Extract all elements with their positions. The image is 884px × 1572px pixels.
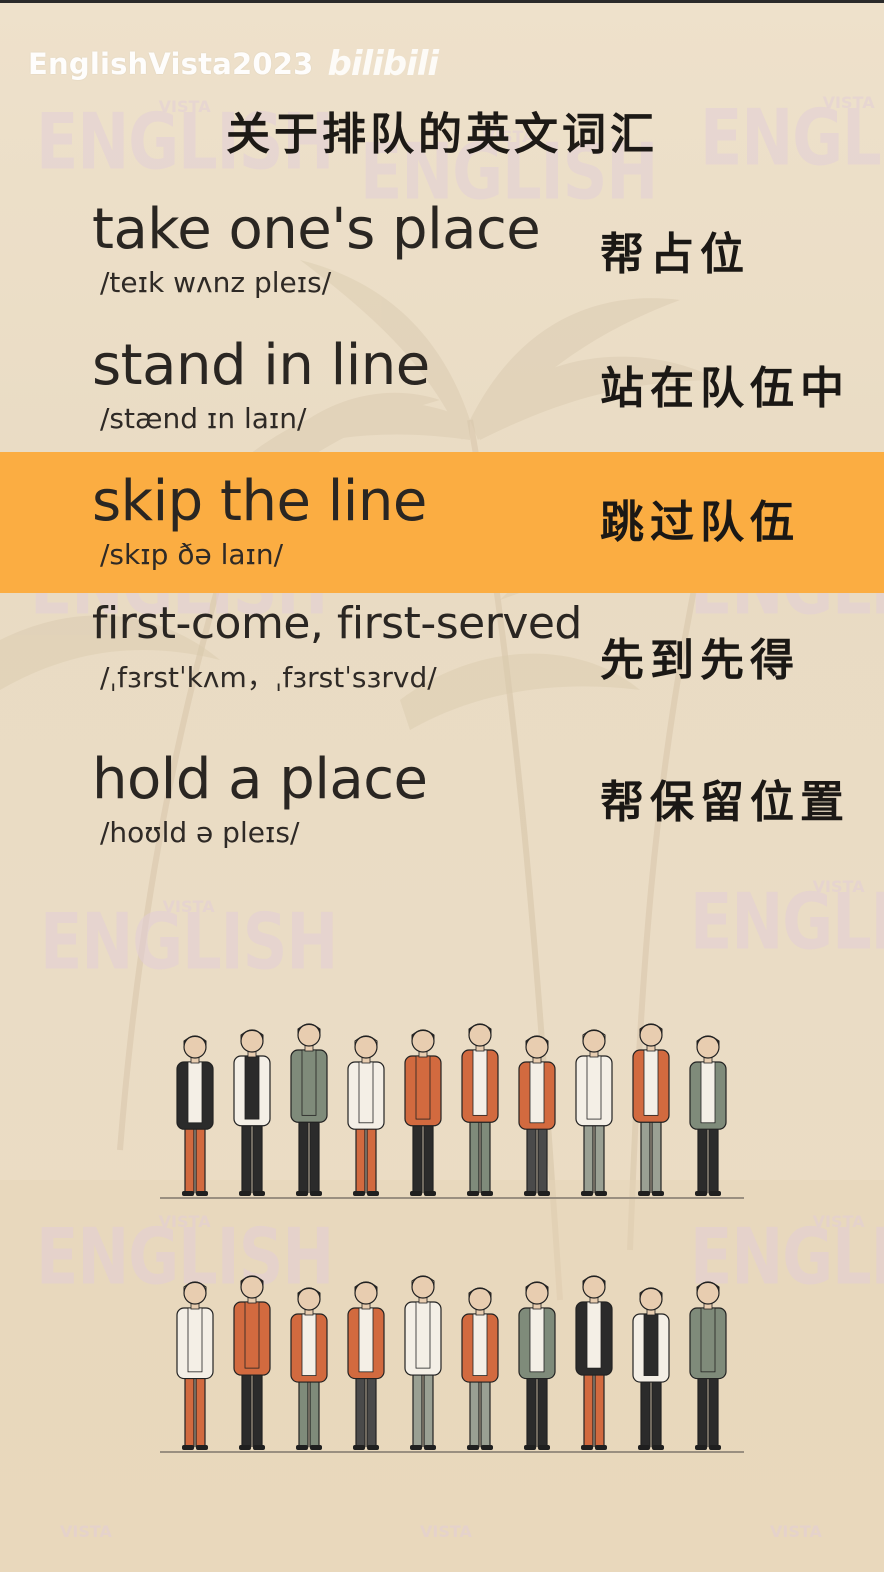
vocab-ipa: /teɪk wʌnz pleɪs/ (100, 266, 332, 299)
person-figure (461, 1023, 499, 1196)
person-figure (575, 1275, 613, 1450)
vocab-chinese: 先到先得 (600, 635, 800, 686)
vocab-term: first-come, first-served (92, 598, 582, 649)
person-figure (461, 1287, 499, 1450)
vocab-ipa: /stænd ɪn laɪn/ (100, 402, 307, 435)
person-figure (347, 1281, 385, 1450)
queue-row-top (176, 1023, 727, 1196)
vocab-ipa: /ˌfɜrstˈkʌm，ˌfɜrstˈsɜrvd/ (100, 661, 437, 694)
top-edge (0, 0, 884, 3)
person-figure (347, 1035, 385, 1196)
person-figure (632, 1023, 670, 1196)
vocab-term: stand in line (92, 333, 430, 398)
vocab-chinese: 帮占位 (600, 229, 750, 280)
bilibili-logo: bilibili (327, 44, 439, 84)
vocab-chinese: 帮保留位置 (600, 777, 850, 828)
person-figure (689, 1035, 727, 1196)
people-queue-illustration (160, 1023, 744, 1453)
vocab-entry-highlighted: skip the line /skɪp ðə laɪn/ 跳过队伍 (92, 469, 884, 572)
person-figure (176, 1035, 214, 1196)
vocab-term: hold a place (92, 747, 428, 812)
vocab-entry: first-come, first-served /ˌfɜrstˈkʌm，ˌfɜ… (92, 602, 884, 696)
vocab-ipa: /skɪp ðə laɪn/ (100, 538, 284, 571)
vocab-chinese: 跳过队伍 (600, 497, 800, 548)
person-figure (290, 1287, 328, 1450)
person-figure (290, 1023, 328, 1196)
person-figure (233, 1029, 271, 1196)
person-figure (518, 1281, 556, 1450)
person-figure (575, 1029, 613, 1196)
page-title: 关于排队的英文词汇 (226, 109, 658, 160)
vocab-term: take one's place (92, 197, 541, 262)
queue-row-bottom (176, 1275, 727, 1450)
vista-english-watermark: VISTA (770, 1522, 822, 1541)
person-figure (632, 1287, 670, 1450)
uploader-watermark: EnglishVista2023 bilibili (28, 42, 439, 86)
vocab-entry: stand in line /stænd ɪn laɪn/ 站在队伍中 (92, 333, 884, 436)
vocab-ipa: /hoʊld ə pleɪs/ (100, 816, 300, 849)
vocab-term: skip the line (92, 469, 427, 534)
highlight-band (0, 452, 884, 593)
person-figure (176, 1281, 214, 1450)
vocab-chinese: 站在队伍中 (600, 363, 850, 414)
uploader-handle: EnglishVista2023 (28, 47, 314, 81)
vista-english-watermark: VISTA (420, 1522, 472, 1541)
person-figure (518, 1035, 556, 1196)
person-figure (689, 1281, 727, 1450)
vocab-entry: hold a place /hoʊld ə pleɪs/ 帮保留位置 (92, 747, 884, 850)
person-figure (404, 1275, 442, 1450)
vocab-entry: take one's place /teɪk wʌnz pleɪs/ 帮占位 (92, 197, 884, 300)
vista-english-watermark: VISTA (60, 1522, 112, 1541)
person-figure (233, 1275, 271, 1450)
vocabulary-list: take one's place /teɪk wʌnz pleɪs/ 帮占位 s… (92, 197, 884, 850)
person-figure (404, 1029, 442, 1196)
